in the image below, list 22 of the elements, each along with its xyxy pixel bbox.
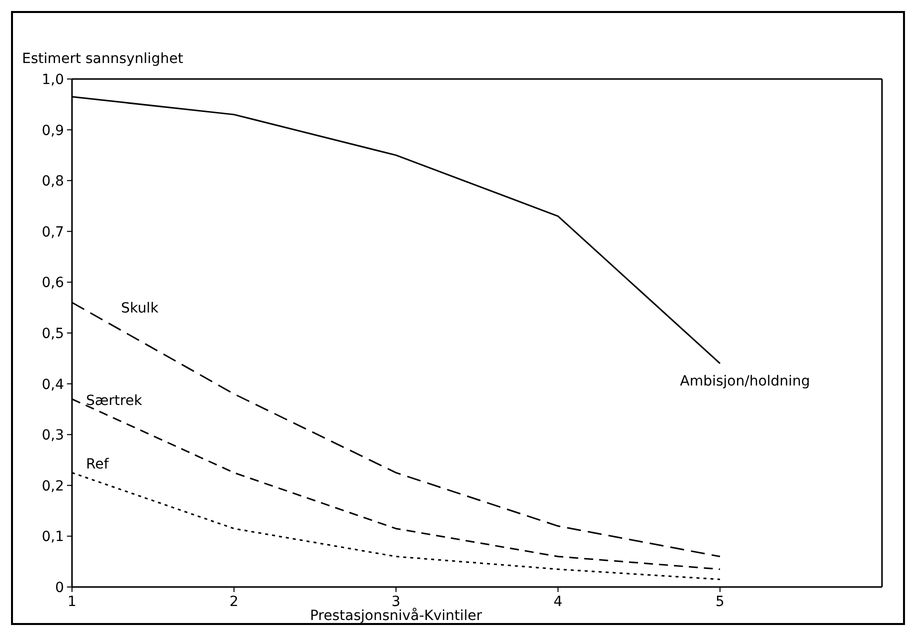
y-tick-label: 0,5 [42,326,64,342]
y-tick-label: 1,0 [42,72,64,88]
x-tick-label: 3 [392,594,400,610]
x-tick-label: 1 [68,594,76,610]
x-tick-label: 5 [716,594,724,610]
x-tick-label: 4 [554,594,563,610]
x-axis-title: Prestasjonsnivå-Kvintiler [310,607,482,624]
series-label: Særtrek [86,393,143,410]
y-tick-label: 0,6 [42,275,64,292]
y-tick-label: 0,8 [42,174,64,190]
series-label: Skulk [121,300,160,317]
y-tick-label: 0,3 [42,428,64,444]
y-tick-label: 0 [55,580,64,596]
y-tick-label: 0,7 [42,224,64,240]
y-tick-label: 0,2 [42,478,64,494]
y-tick-label: 0,9 [42,122,64,139]
y-axis-title: Estimert sannsynlighet [22,51,184,67]
text: Ambisjon/holdning [680,373,810,390]
x-tick-label: 2 [230,594,238,610]
y-tick-label: 0,4 [42,376,64,393]
series-label: Ref [86,456,110,473]
y-tick-label: 0,1 [42,529,64,546]
